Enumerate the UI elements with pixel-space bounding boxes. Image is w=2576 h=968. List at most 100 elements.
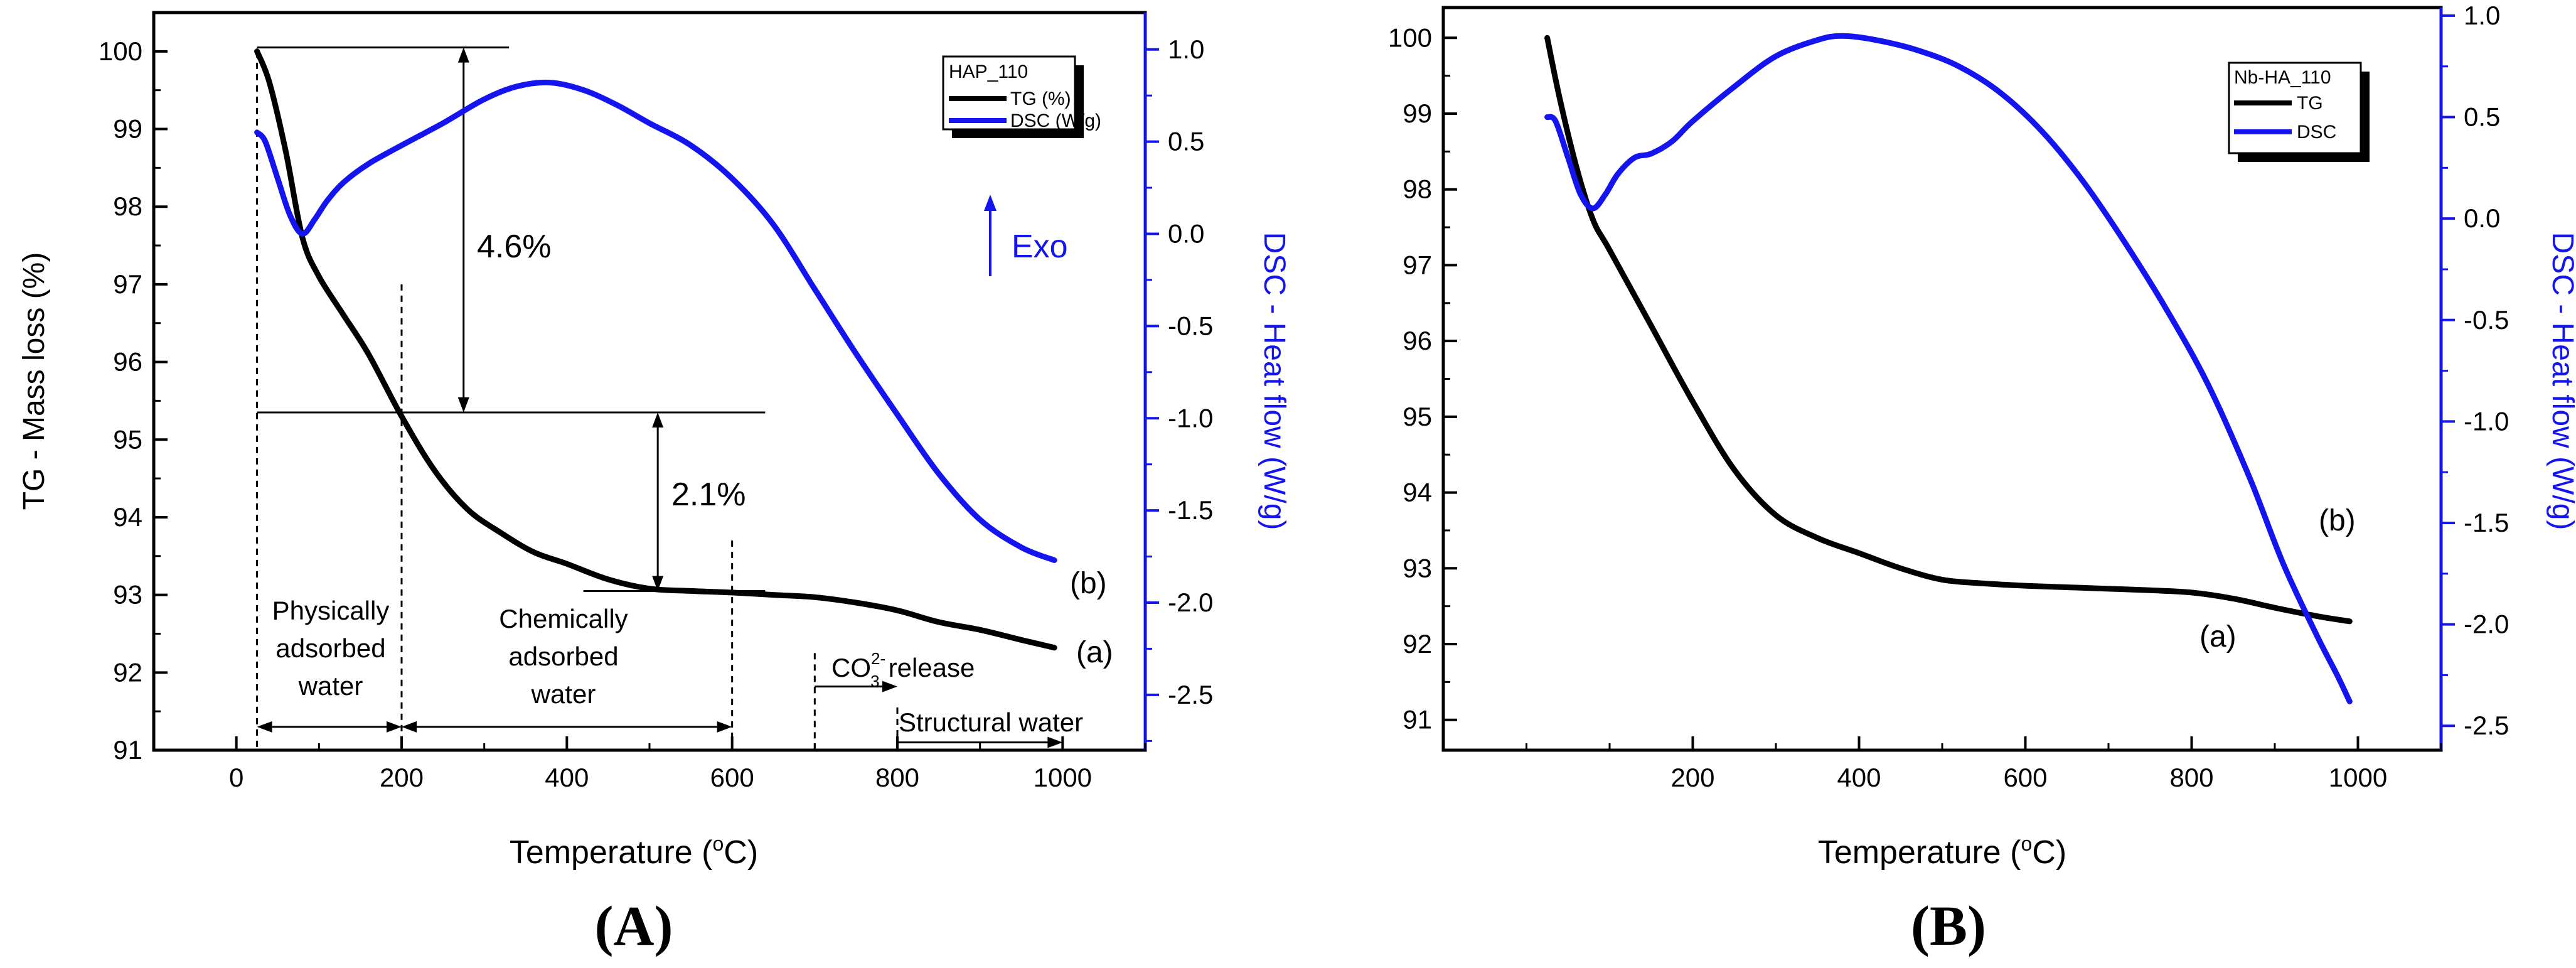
x-tick-label-a: 1000 — [1034, 763, 1092, 792]
panel-label-a: (A) — [595, 895, 673, 957]
y-left-tick-label-b: 100 — [1388, 23, 1432, 52]
curve-label-b-b: (b) — [2319, 504, 2356, 537]
y-right-tick-label-a: 0.5 — [1168, 127, 1204, 156]
y-left-tick-label-a: 97 — [113, 269, 142, 299]
x-axis-title-a: Temperature (oC) — [510, 832, 758, 871]
y-left-tick-label-b: 93 — [1403, 553, 1432, 583]
y-left-tick-label-a: 94 — [113, 502, 142, 532]
y-right-tick-label-a: 1.0 — [1168, 35, 1204, 64]
curve-label-b-a: (b) — [1070, 567, 1107, 600]
y-left-tick-label-a: 96 — [113, 347, 142, 377]
y-right-tick-label-b: -2.5 — [2464, 711, 2509, 740]
range-arrow-chemical-left — [402, 721, 417, 733]
y-right-tick-label-a: -2.0 — [1168, 588, 1213, 617]
range-arrow-chemical-right — [717, 721, 732, 733]
y-axis-title-right-b: DSC - Heat flow (W/g) — [2546, 232, 2576, 530]
x-tick-label-a: 800 — [875, 763, 919, 792]
phys-label-1: Physically — [272, 596, 390, 625]
x-tick-label-a: 0 — [229, 763, 243, 792]
mass-loss-arrow-1-head-top — [457, 47, 469, 63]
y-right-tick-label-b: -2.0 — [2464, 610, 2509, 639]
y-right-tick-label-b: -0.5 — [2464, 305, 2509, 335]
chem-label-3: water — [531, 679, 596, 709]
panel-label-b: (B) — [1911, 895, 1986, 957]
x-tick-label-a: 400 — [545, 763, 589, 792]
range-arrow-physical-left — [257, 721, 272, 733]
exo-arrow: Exo — [984, 195, 1068, 276]
range-arrow-physical-right — [387, 721, 402, 733]
y-right-tick-label-b: 1.0 — [2464, 1, 2500, 30]
y-left-tick-label-a: 99 — [113, 114, 142, 144]
structural-water-arrow-head — [1047, 736, 1063, 748]
panel-b-chart: 200 400 600 800 1000 91 92 93 94 95 96 97 98 99 100 1.0… — [1388, 1, 2576, 957]
curve-label-a-a: (a) — [1076, 636, 1113, 669]
curve-label-a-b: (a) — [2199, 620, 2237, 653]
legend-dsc-label-b: DSC — [2297, 122, 2336, 143]
y-left-tick-label-a: 92 — [113, 657, 142, 687]
annotations-a — [256, 46, 1063, 750]
legend-b: Nb-HA_110 TG DSC — [2228, 62, 2370, 162]
percent-label-1: 4.6% — [477, 229, 552, 265]
mass-loss-arrow-2-head-top — [652, 412, 664, 428]
y-left-tick-label-b: 94 — [1403, 478, 1432, 507]
structural-water-label: Structural water — [899, 707, 1083, 737]
panel-a-chart: 0 200 400 600 800 1000 91 92 93 94 95 96 97 98 99 100 1.… — [18, 11, 1291, 957]
exo-label: Exo — [1012, 229, 1068, 265]
y-left-tick-label-b: 98 — [1403, 175, 1432, 204]
x-tick-label-a: 600 — [710, 763, 754, 792]
legend-title-a: HAP_110 — [949, 62, 1028, 82]
y-left-tick-label-a: 98 — [113, 191, 142, 221]
y-right-tick-label-b: -1.0 — [2464, 406, 2509, 436]
x-tick-label-b: 200 — [1670, 763, 1714, 792]
phys-label-3: water — [298, 671, 363, 701]
y-left-tick-label-b: 96 — [1403, 326, 1432, 355]
x-tick-label-a: 200 — [380, 763, 424, 792]
y-right-tick-label-a: -0.5 — [1168, 311, 1213, 340]
mass-loss-arrow-2-head-bottom — [652, 576, 664, 591]
percent-label-2: 2.1% — [671, 476, 746, 513]
y-left-tick-label-a: 91 — [113, 735, 142, 765]
x-tick-label-b: 400 — [1837, 763, 1881, 792]
y-right-tick-label-a: -1.5 — [1168, 495, 1213, 525]
x-tick-label-b: 600 — [2003, 763, 2047, 792]
y-right-tick-label-a: 0.0 — [1168, 219, 1204, 249]
annotation-text-a: 4.6% 2.1% (b) (a) Physically adsorbed wa… — [272, 229, 1113, 737]
tg-curve-a — [254, 48, 1057, 651]
chem-label-1: Chemically — [499, 604, 628, 633]
co3-release-arrow-head — [882, 680, 897, 692]
ticks-b: 200 400 600 800 1000 91 92 93 94 95 96 97 98 99 100 1.0… — [1388, 1, 2509, 792]
x-tick-label-b: 800 — [2169, 763, 2213, 792]
phys-label-2: adsorbed — [275, 633, 385, 663]
y-right-tick-label-b: -1.5 — [2464, 508, 2509, 537]
y-right-tick-label-a: -1.0 — [1168, 403, 1213, 433]
legend-a: HAP_110 TG (%) DSC (W/g) — [942, 55, 1101, 138]
legend-tg-label-b: TG — [2297, 93, 2323, 114]
y-left-tick-label-a: 93 — [113, 580, 142, 610]
chem-label-2: adsorbed — [508, 642, 618, 671]
series-a — [254, 48, 1057, 651]
y-left-tick-label-a: 100 — [99, 36, 142, 66]
legend-tg-label-a: TG (%) — [1010, 89, 1071, 109]
ticks-a: 0 200 400 600 800 1000 91 92 93 94 95 96 97 98 99 100 1.… — [99, 11, 1213, 792]
tg-curve-b — [1544, 35, 2353, 625]
y-left-tick-label-a: 95 — [113, 424, 142, 454]
y-right-tick-label-a: -2.5 — [1168, 680, 1213, 709]
y-axis-title-right-a: DSC - Heat flow (W/g) — [1258, 232, 1291, 530]
legend-title-b: Nb-HA_110 — [2234, 67, 2331, 88]
legend-dsc-label-a: DSC (W/g) — [1010, 110, 1101, 131]
dsc-curve-b — [1544, 33, 2353, 704]
series-b — [1544, 33, 2353, 704]
y-right-tick-label-b: 0.0 — [2464, 203, 2500, 233]
mass-loss-arrow-1-head-bottom — [457, 397, 469, 412]
y-left-tick-label-b: 95 — [1403, 402, 1432, 431]
co3-label: CO2-3 release — [831, 649, 975, 691]
y-left-tick-label-b: 91 — [1403, 705, 1432, 734]
x-tick-label-b: 1000 — [2329, 763, 2387, 792]
x-axis-title-b: Temperature (oC) — [1818, 832, 2066, 871]
y-left-tick-label-b: 99 — [1403, 99, 1432, 128]
y-right-tick-label-b: 0.5 — [2464, 102, 2500, 132]
y-left-tick-label-b: 97 — [1403, 250, 1432, 279]
dsc-curve-a — [254, 79, 1057, 563]
y-axis-title-left-a: TG - Mass loss (%) — [18, 252, 51, 510]
